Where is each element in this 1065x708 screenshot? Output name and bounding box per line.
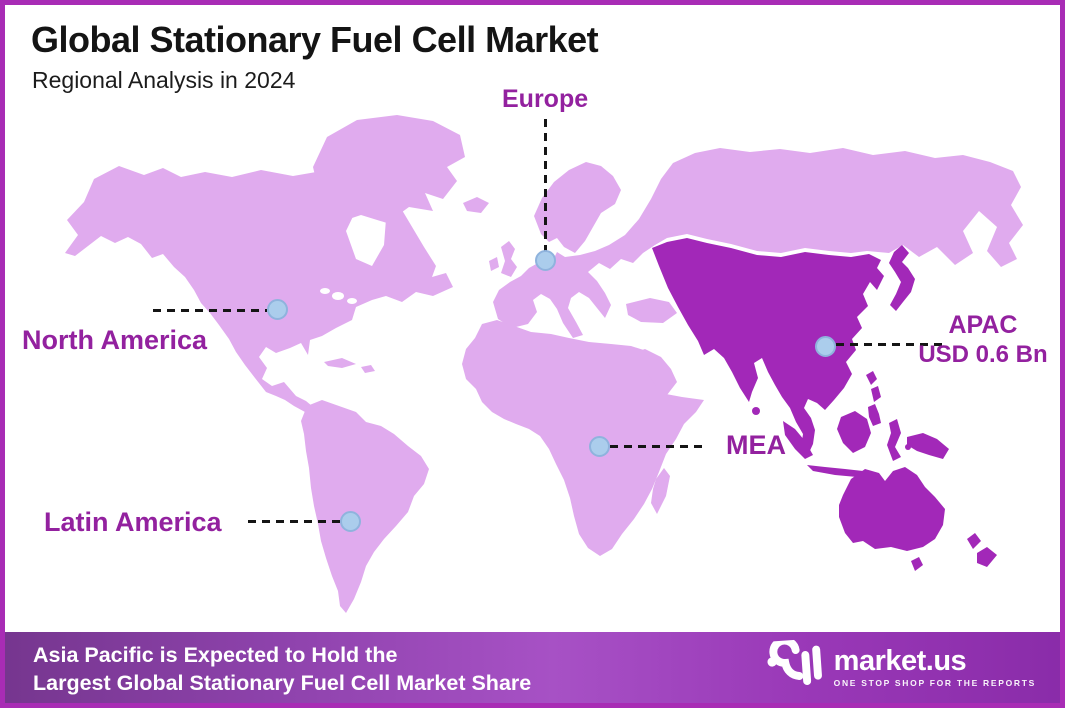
leader-line-europe — [544, 119, 547, 253]
label-mea: MEA — [726, 430, 786, 460]
map-japan — [889, 245, 915, 311]
map-hispaniola — [361, 365, 375, 373]
map-java — [807, 465, 863, 477]
map-eurasia-north — [493, 148, 1023, 338]
label-apac-value: USD 0.6 Bn — [918, 341, 1048, 368]
logo-words: market.us ONE STOP SHOP FOR THE REPORTS — [834, 646, 1036, 688]
logo-text: market.us — [833, 645, 967, 677]
map-new-guinea — [907, 433, 949, 459]
label-apac-name: APAC — [948, 311, 1018, 339]
map-australia — [839, 467, 945, 551]
map-south-america — [301, 400, 429, 613]
map-africa — [462, 320, 704, 556]
map-sri-lanka — [752, 407, 760, 415]
map-cuba — [324, 358, 356, 368]
map-philippines — [866, 371, 881, 426]
map-borneo — [837, 411, 871, 453]
banner-line1: Asia Pacific is Expected to Hold the — [33, 643, 398, 667]
marker-latin-america — [340, 511, 361, 532]
map-great-lakes-2 — [347, 298, 357, 304]
logo-tagline: ONE STOP SHOP FOR THE REPORTS — [833, 678, 1036, 688]
leader-line-apac — [836, 343, 947, 346]
map-new-zealand — [967, 533, 997, 567]
marketus-logo: market.us ONE STOP SHOP FOR THE REPORTS — [766, 638, 1036, 694]
map-apac-mainland — [652, 238, 884, 457]
map-turkey — [626, 298, 677, 323]
leader-line-mea — [610, 445, 706, 448]
bottom-banner: Asia Pacific is Expected to Hold the Lar… — [5, 632, 1060, 703]
world-map — [65, 115, 1023, 613]
map-north-america — [65, 166, 453, 412]
marker-apac — [815, 336, 836, 357]
map-iceland — [463, 197, 489, 213]
map-sumatra — [783, 421, 813, 459]
map-madagascar — [651, 468, 670, 514]
marketus-logo-icon — [767, 638, 822, 686]
banner-line2: Largest Global Stationary Fuel Cell Mark… — [33, 671, 532, 695]
map-uk — [501, 241, 517, 277]
label-north-america: North America — [22, 325, 208, 355]
label-latin-america: Latin America — [44, 507, 222, 537]
leader-line-north-america — [153, 309, 267, 312]
map-sulawesi — [887, 419, 901, 461]
page-subtitle: Regional Analysis in 2024 — [32, 67, 296, 93]
map-great-lakes-3 — [320, 288, 330, 294]
banner-headline: Asia Pacific is Expected to Hold the Lar… — [33, 641, 531, 697]
marker-mea — [589, 436, 610, 457]
map-scandinavia — [534, 162, 621, 253]
marker-north-america — [267, 299, 288, 320]
leader-line-latin-america — [248, 520, 341, 523]
map-ireland — [489, 257, 499, 271]
label-apac: APAC USD 0.6 Bn — [913, 311, 1053, 369]
label-europe: Europe — [502, 85, 589, 113]
page-title: Global Stationary Fuel Cell Market — [31, 19, 599, 60]
marker-europe — [535, 250, 556, 271]
map-tasmania — [911, 557, 923, 571]
map-great-lakes — [332, 292, 344, 300]
